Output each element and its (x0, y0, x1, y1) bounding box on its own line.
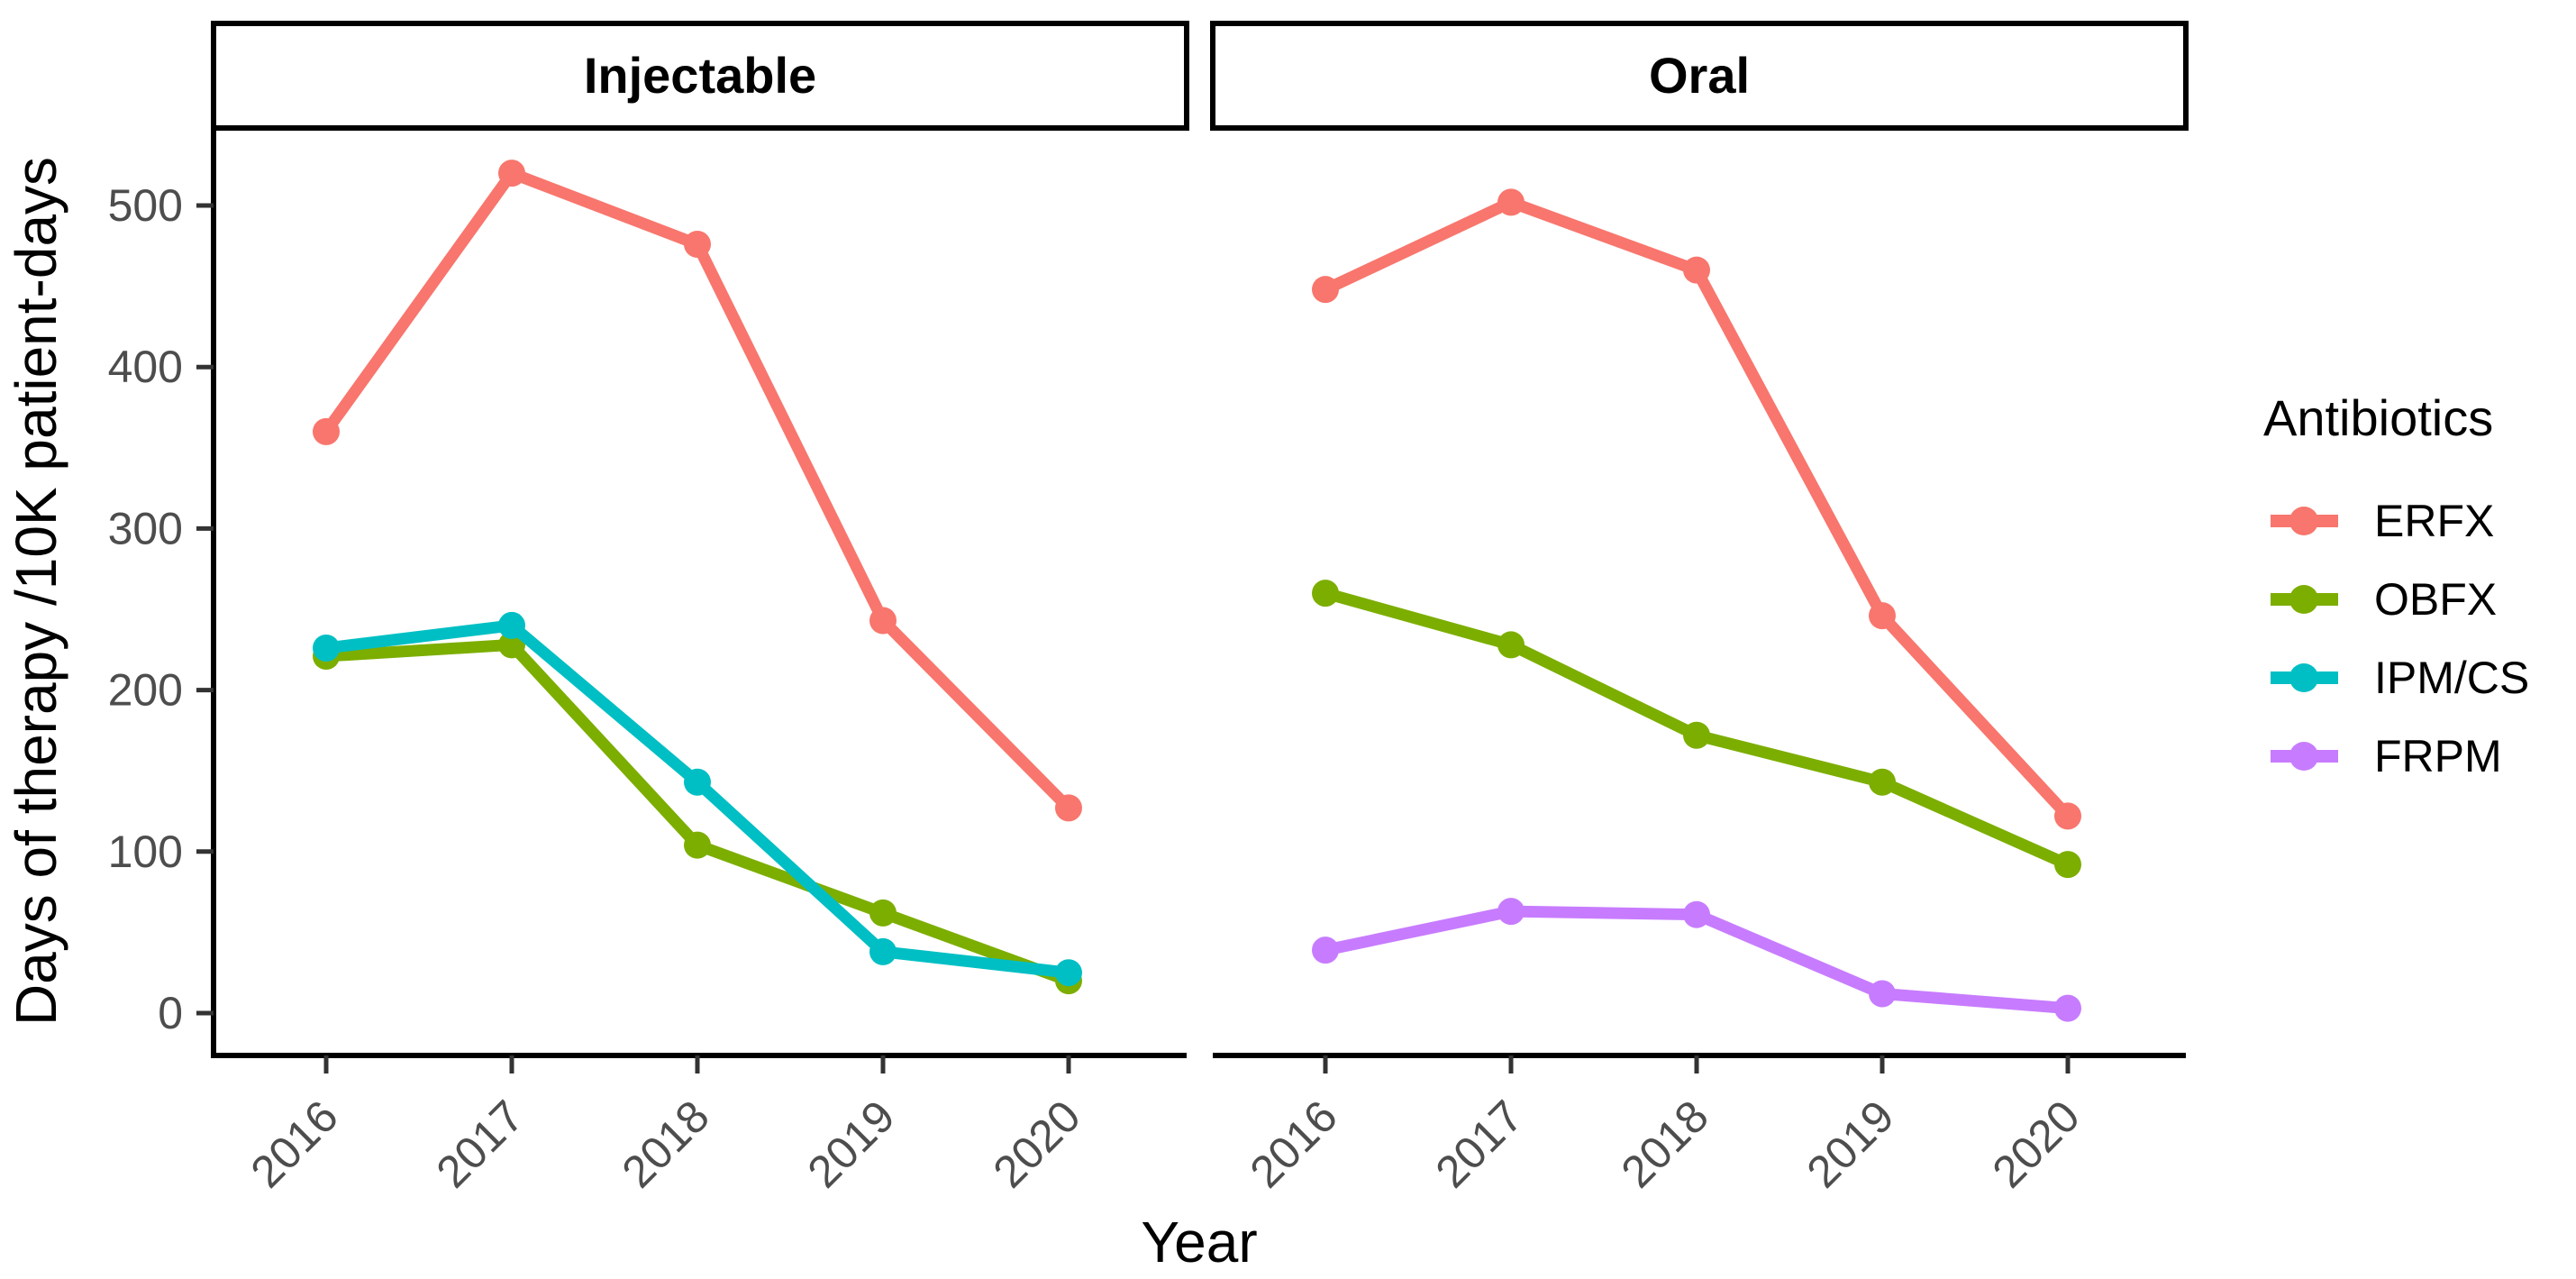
data-point-obfx (684, 831, 711, 859)
legend-entry-ipmcs: IPM/CS (2271, 653, 2529, 703)
facet-strip-oral (1210, 21, 2189, 131)
facet-strip-injectable (211, 21, 1189, 131)
legend-point-icon (2289, 663, 2318, 692)
y-tick-label: 100 (108, 827, 183, 877)
legend-entry-erfx: ERFX (2271, 496, 2494, 546)
x-tick-label: 2020 (1983, 1091, 2089, 1197)
data-point-obfx (1497, 631, 1525, 659)
data-point-erfx (1312, 276, 1339, 304)
x-tick-label: 2016 (241, 1091, 348, 1197)
data-point-obfx (1312, 580, 1339, 608)
y-tick-label: 200 (108, 665, 183, 716)
legend-label-erfx: ERFX (2374, 496, 2494, 546)
legend-entry-obfx: OBFX (2271, 574, 2497, 625)
legend-label-ipmcs: IPM/CS (2374, 653, 2529, 703)
y-axis-title: Days of therapy /10K patient-days (4, 157, 68, 1026)
data-point-erfx (1683, 256, 1710, 284)
x-tick-label: 2019 (1798, 1091, 1904, 1197)
series-line-erfx (321, 167, 1073, 812)
data-point-ipmcs (498, 611, 525, 639)
data-point-ipmcs (1055, 959, 1082, 987)
data-point-erfx (1869, 602, 1896, 630)
legend-label-obfx: OBFX (2374, 574, 2497, 625)
x-tick-label: 2018 (1612, 1091, 1718, 1197)
facet-label-oral: Oral (1649, 47, 1750, 104)
x-tick-label: 2017 (427, 1091, 533, 1197)
x-tick-label: 2018 (613, 1091, 719, 1197)
data-point-erfx (869, 607, 897, 635)
y-tick-label: 300 (108, 503, 183, 553)
legend: Antibiotics ERFX OBFX IPM/CS FRPM (2263, 389, 2529, 781)
facet-label-injectable: Injectable (584, 47, 816, 104)
data-point-erfx (1055, 794, 1082, 822)
legend-point-icon (2289, 742, 2318, 771)
data-point-obfx (1683, 721, 1710, 749)
x-tick-label: 2019 (798, 1091, 905, 1197)
data-point-obfx (1869, 768, 1896, 796)
data-point-frpm (1683, 900, 1710, 928)
data-point-erfx (2054, 802, 2081, 830)
data-point-obfx (869, 899, 897, 927)
y-tick-label: 0 (158, 988, 183, 1038)
y-tick-label: 400 (108, 342, 183, 392)
legend-point-icon (2289, 507, 2318, 535)
y-tick-label: 500 (108, 180, 183, 231)
plot-area: 0 100 200 300 400 500 2016 2017 2018 2019 2020 2016… (108, 160, 2089, 1197)
data-point-frpm (1497, 898, 1525, 926)
data-point-ipmcs (313, 635, 340, 662)
legend-entry-frpm: FRPM (2271, 731, 2502, 781)
data-point-ipmcs (684, 768, 711, 796)
x-tick-label: 2016 (1241, 1091, 1347, 1197)
x-tick-label: 2017 (1426, 1091, 1533, 1197)
series-line-ipmcs (325, 619, 1070, 979)
data-point-frpm (1312, 936, 1339, 964)
data-point-erfx (1497, 188, 1525, 216)
data-point-frpm (1869, 980, 1896, 1008)
data-point-erfx (313, 417, 340, 445)
data-point-ipmcs (869, 937, 897, 965)
legend-title: Antibiotics (2263, 389, 2493, 446)
data-point-obfx (2054, 851, 2081, 879)
x-tick-label: 2020 (984, 1091, 1090, 1197)
data-point-frpm (2054, 994, 2081, 1022)
data-point-erfx (498, 160, 525, 187)
legend-label-frpm: FRPM (2374, 731, 2502, 781)
x-axis-title: Year (1141, 1210, 1257, 1274)
legend-point-icon (2289, 585, 2318, 614)
data-point-erfx (684, 231, 711, 259)
